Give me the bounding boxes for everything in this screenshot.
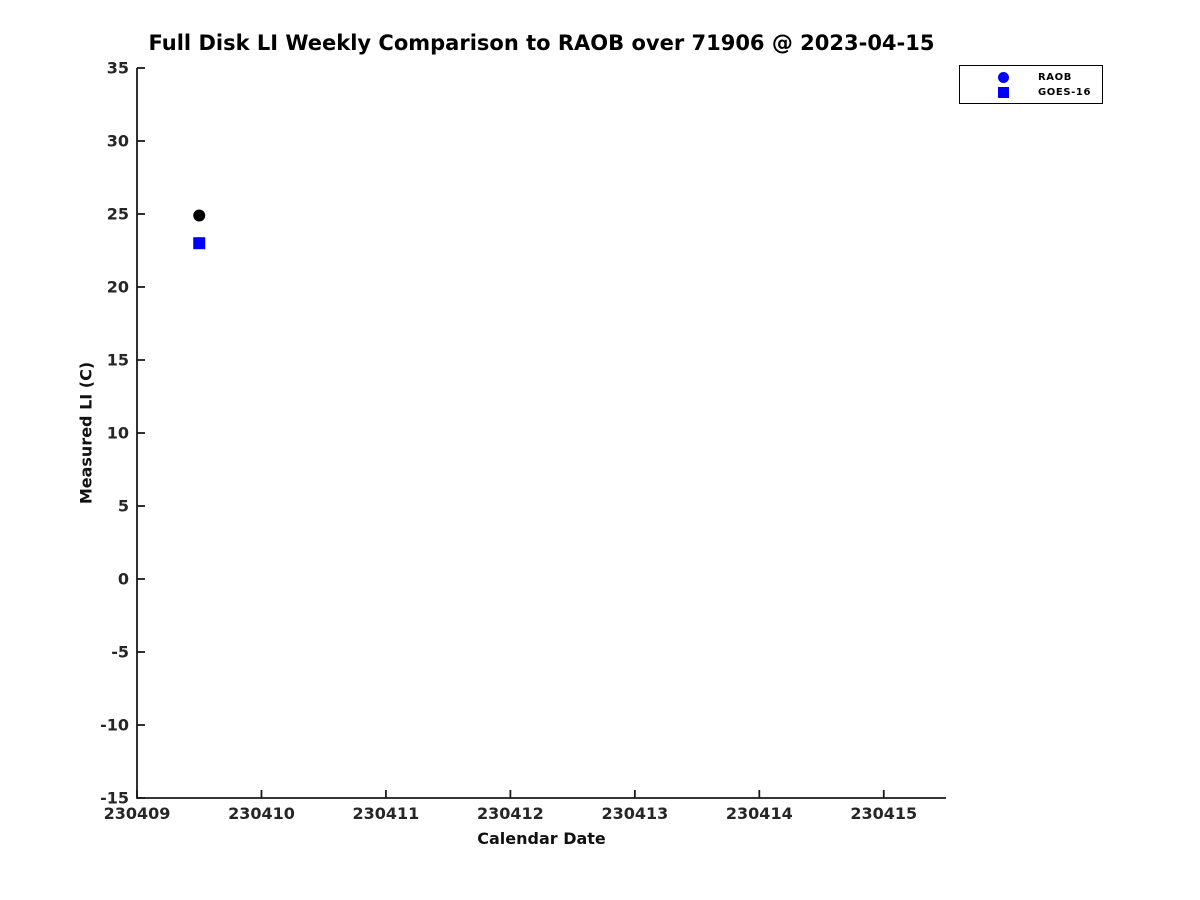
x-tick-label: 230412	[477, 804, 544, 823]
legend-item-label: RAOB	[1038, 71, 1072, 83]
y-tick-label: 30	[107, 132, 129, 151]
y-tick-label: 35	[107, 59, 129, 78]
chart-title: Full Disk LI Weekly Comparison to RAOB o…	[148, 31, 935, 55]
data-point-goes-16	[193, 237, 206, 250]
x-tick-label: 230410	[228, 804, 295, 823]
legend-item-raob: RAOB	[960, 70, 1102, 85]
y-tick-label: 0	[118, 570, 129, 589]
y-tick-label: 25	[107, 205, 129, 224]
x-tick-label: 230415	[850, 804, 917, 823]
x-tick-label: 230411	[353, 804, 420, 823]
legend-marker-circle-icon	[998, 71, 1009, 83]
x-tick-label: 230414	[726, 804, 793, 823]
x-tick-label: 230409	[104, 804, 171, 823]
legend-marker-square-icon	[998, 86, 1009, 98]
legend: RAOB GOES-16	[959, 65, 1103, 104]
x-axis-label: Calendar Date	[477, 829, 606, 848]
y-tick-label: -15	[100, 789, 129, 808]
y-tick-label: -5	[111, 643, 129, 662]
x-tick-label: 230413	[601, 804, 668, 823]
y-tick-label: 10	[107, 424, 129, 443]
y-tick-label: -10	[100, 716, 129, 735]
y-tick-label: 20	[107, 278, 129, 297]
y-tick-label: 15	[107, 351, 129, 370]
legend-item-goes-16: GOES-16	[960, 85, 1102, 100]
data-point-raob	[193, 209, 206, 222]
y-tick-label: 5	[118, 497, 129, 516]
legend-item-label: GOES-16	[1038, 86, 1092, 98]
